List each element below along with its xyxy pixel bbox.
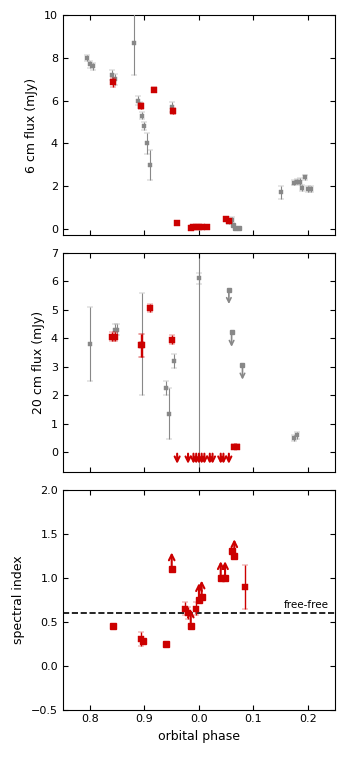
Y-axis label: 6 cm flux (mJy): 6 cm flux (mJy) [25, 78, 38, 172]
X-axis label: orbital phase: orbital phase [158, 730, 240, 743]
Y-axis label: spectral index: spectral index [13, 555, 25, 644]
Y-axis label: 20 cm flux (mJy): 20 cm flux (mJy) [32, 311, 45, 414]
Text: free-free: free-free [283, 600, 328, 610]
